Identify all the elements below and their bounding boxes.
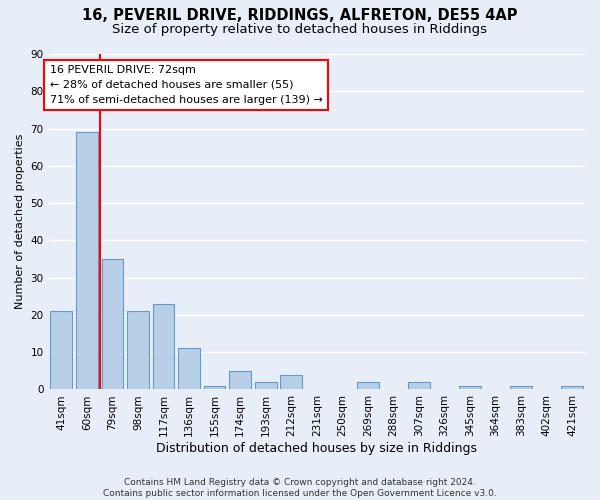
Bar (562, 386, 583, 390)
Bar (357, 382, 379, 390)
Bar (204, 386, 226, 390)
Bar (280, 374, 302, 390)
Bar (127, 311, 149, 390)
Bar (459, 386, 481, 390)
Bar (408, 382, 430, 390)
Text: 16, PEVERIL DRIVE, RIDDINGS, ALFRETON, DE55 4AP: 16, PEVERIL DRIVE, RIDDINGS, ALFRETON, D… (82, 8, 518, 22)
Bar (229, 371, 251, 390)
Bar (101, 259, 123, 390)
Text: Contains HM Land Registry data © Crown copyright and database right 2024.
Contai: Contains HM Land Registry data © Crown c… (103, 478, 497, 498)
Bar (152, 304, 175, 390)
Bar (510, 386, 532, 390)
Bar (178, 348, 200, 390)
Bar (50, 311, 72, 390)
Bar (255, 382, 277, 390)
Bar (76, 132, 98, 390)
X-axis label: Distribution of detached houses by size in Riddings: Distribution of detached houses by size … (156, 442, 477, 455)
Y-axis label: Number of detached properties: Number of detached properties (15, 134, 25, 310)
Text: Size of property relative to detached houses in Riddings: Size of property relative to detached ho… (113, 22, 487, 36)
Text: 16 PEVERIL DRIVE: 72sqm
← 28% of detached houses are smaller (55)
71% of semi-de: 16 PEVERIL DRIVE: 72sqm ← 28% of detache… (50, 65, 323, 105)
